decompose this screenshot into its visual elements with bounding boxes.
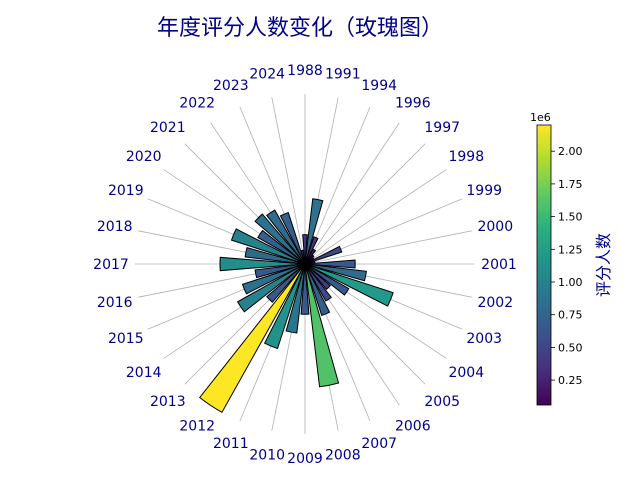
year-label-2011: 2011 [213,436,249,452]
year-label-2001: 2001 [481,257,517,273]
colorbar-tick-label: 2.00 [558,145,583,158]
year-label-1994: 1994 [361,78,397,94]
rose-bar-2022 [266,209,306,265]
colorbar-tick-label: 1.00 [558,276,583,289]
rose-bar-2015 [241,263,306,295]
year-label-2003: 2003 [466,331,502,347]
colorbar-label: 评分人数 [594,233,613,297]
colorbar-tick-label: 1.50 [558,211,583,224]
rose-bar-2007 [304,263,331,317]
colorbar: 1e6 0.25 0.50 0.75 1.00 1.25 1.50 1.75 2.00 评分人… [530,111,613,406]
year-label-2009: 2009 [287,451,323,467]
year-label-2010: 2010 [249,447,285,463]
colorbar-tick-label: 0.75 [558,309,583,322]
colorbar-tick-label: 1.25 [558,243,583,256]
rose-bar-2013 [266,263,306,303]
grid-spoke [304,169,447,265]
year-label-2015: 2015 [108,331,144,347]
rose-bar-2004 [304,263,350,296]
year-label-2021: 2021 [150,120,186,136]
rose-bar-2001 [304,259,356,269]
rose-bar-2011 [263,263,306,350]
rose-bar-1988 [302,234,308,265]
year-label-2007: 2007 [361,436,397,452]
year-label-2006: 2006 [395,418,431,434]
rose-bar-2018 [244,247,306,265]
rose-bar-2005 [304,263,331,290]
colorbar-offset-text: 1e6 [530,111,551,124]
year-label-2017: 2017 [93,257,129,273]
year-label-2012: 2012 [179,418,215,434]
rose-bar-2016 [254,263,306,279]
year-label-1998: 1998 [448,149,484,165]
rose-bar-2014 [236,263,306,313]
grid-spoke [304,143,426,265]
year-label-2022: 2022 [179,96,215,112]
grid-spoke [271,97,306,265]
rose-bar-2020 [257,229,306,265]
year-label-2013: 2013 [150,394,186,410]
year-label-2014: 2014 [126,365,162,381]
rose-bar-2012 [199,263,306,414]
rose-bar-2021 [254,213,306,265]
year-label-2019: 2019 [108,183,144,199]
rose-bar-2019 [230,228,306,265]
colorbar-tick-label: 1.75 [558,178,583,191]
rose-bars [199,198,394,414]
year-label-2008: 2008 [325,447,361,463]
year-label-1988: 1988 [287,63,323,79]
year-label-2002: 2002 [477,295,513,311]
grid-spoke [304,230,472,265]
chart-title: 年度评分人数变化（玫瑰图） [157,16,443,41]
colorbar-ticks: 0.25 0.50 0.75 1.00 1.25 1.50 1.75 2.00 [551,145,583,387]
year-label-2023: 2023 [213,78,249,94]
year-label-1991: 1991 [325,67,361,83]
rose-bar-2010 [285,263,306,334]
colorbar-tick-label: 0.25 [558,374,583,387]
year-label-2000: 2000 [477,219,513,235]
rose-bar-2023 [279,211,306,265]
year-label-1997: 1997 [424,120,460,136]
rose-bar-2008 [304,263,340,388]
rose-bar-2002 [304,263,367,282]
rose-bar-2017 [219,256,306,272]
rose-bar-2009 [300,263,310,315]
colorbar-gradient [536,124,552,406]
grid-spoke [304,122,400,265]
rose-bar-2024 [300,249,306,265]
year-label-2018: 2018 [97,219,133,235]
year-label-1999: 1999 [466,183,502,199]
rose-bar-2006 [304,263,333,302]
rose-bar-1991 [304,198,324,265]
rose-bar-1999 [304,245,343,265]
year-label-1996: 1996 [395,96,431,112]
year-label-2020: 2020 [126,149,162,165]
year-label-2004: 2004 [448,365,484,381]
colorbar-tick-label: 0.50 [558,341,583,354]
year-label-2005: 2005 [424,394,460,410]
year-label-2024: 2024 [249,67,285,83]
year-label-2016: 2016 [97,295,133,311]
rose-bar-2003 [304,263,394,307]
